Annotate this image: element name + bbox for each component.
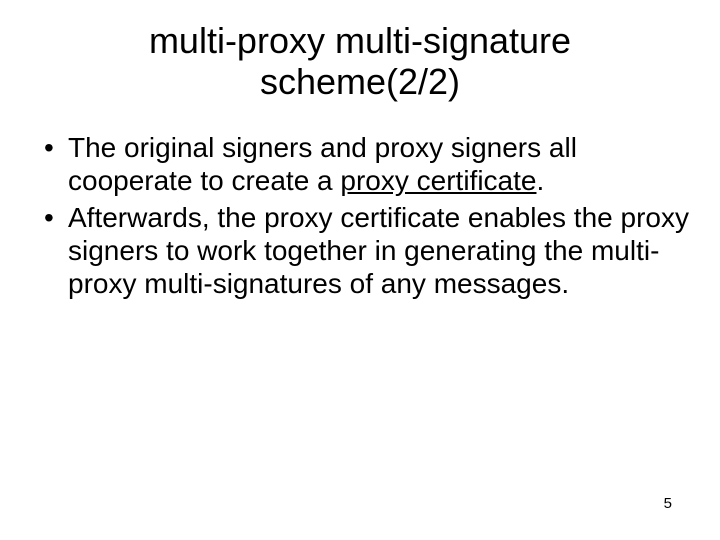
page-number: 5 — [664, 495, 672, 512]
list-item: The original signers and proxy signers a… — [42, 131, 690, 197]
bullet-text-underlined: proxy certificate — [340, 165, 536, 196]
slide: multi-proxy multi-signature scheme(2/2) … — [0, 0, 720, 540]
bullet-text-post: . — [536, 165, 544, 196]
slide-title: multi-proxy multi-signature scheme(2/2) — [30, 20, 690, 103]
list-item: Afterwards, the proxy certificate enable… — [42, 201, 690, 300]
bullet-list: The original signers and proxy signers a… — [30, 131, 690, 300]
bullet-text-pre: Afterwards, the proxy certificate enable… — [68, 202, 689, 299]
